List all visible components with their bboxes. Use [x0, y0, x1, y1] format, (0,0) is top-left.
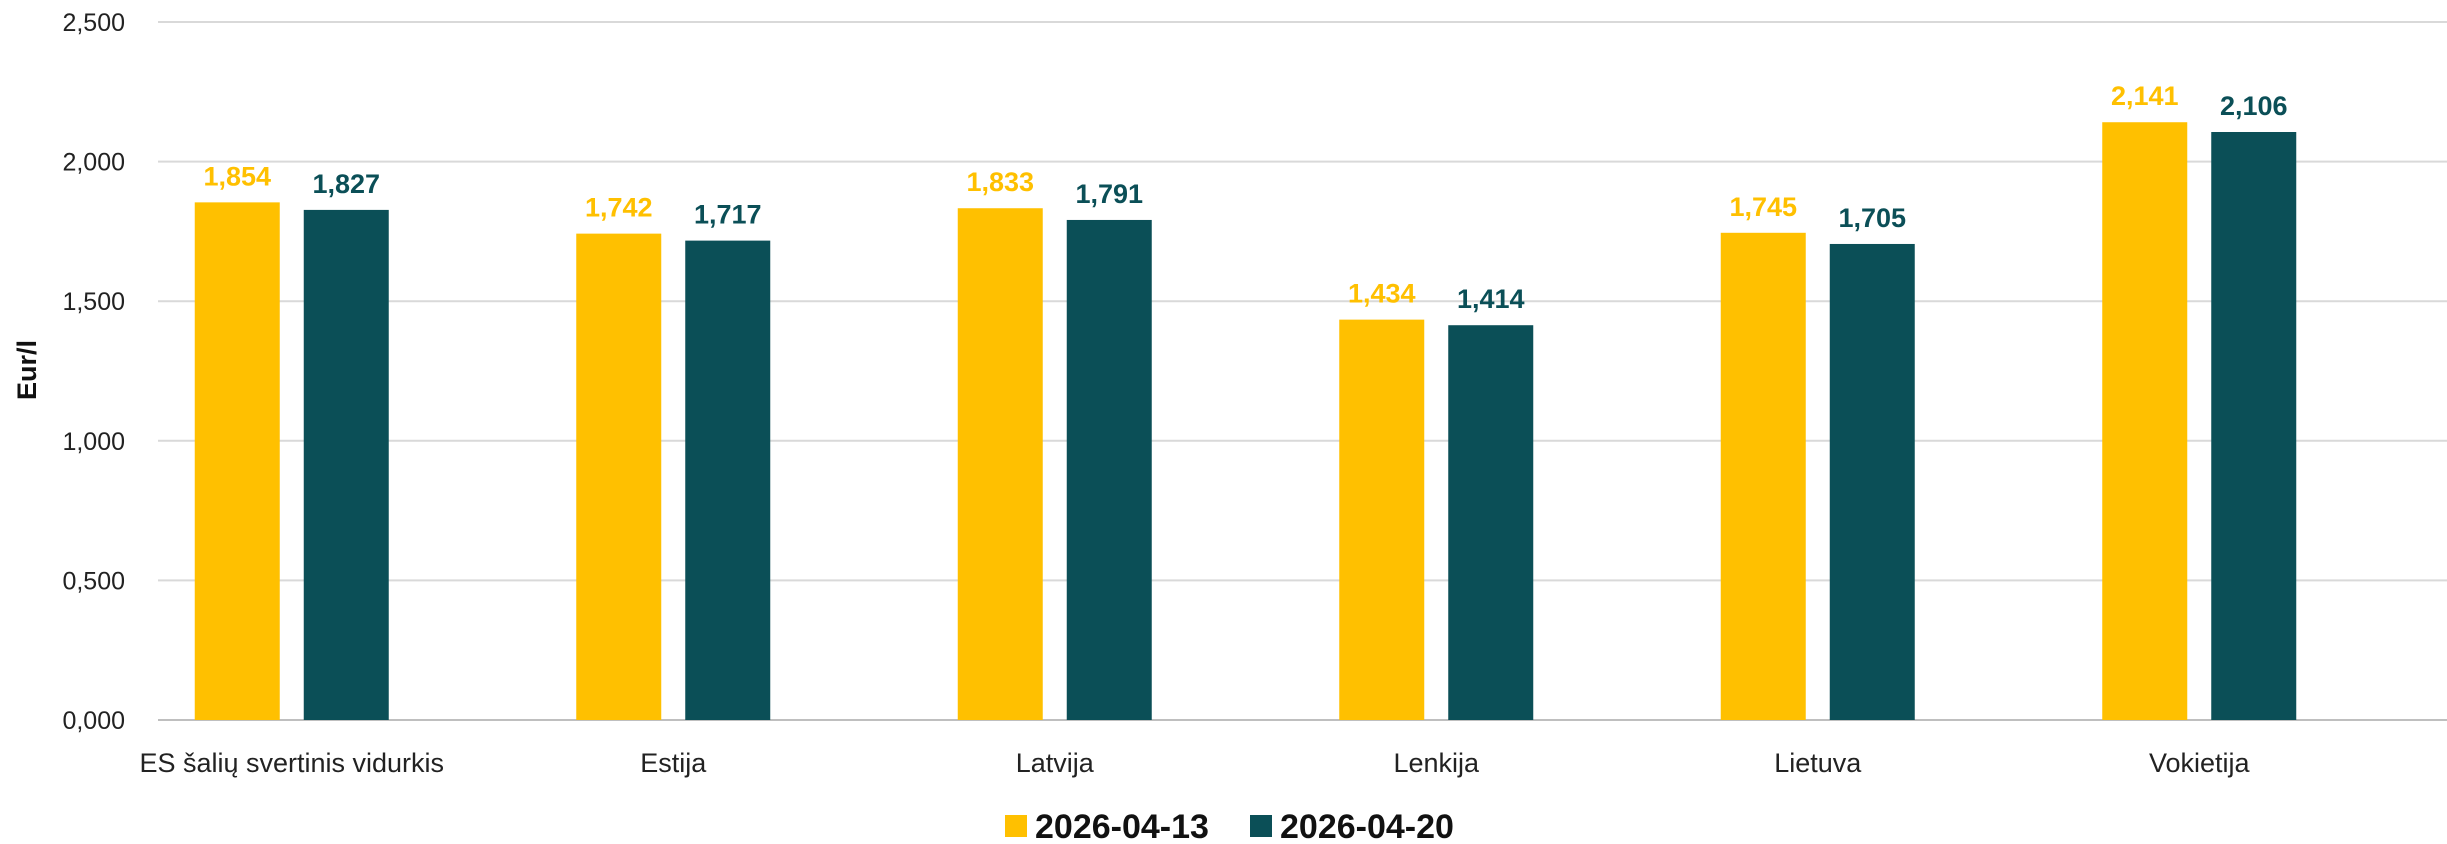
bar-2026-04-13-2: [957, 208, 1043, 721]
x-category-label: ES šalių svertinis vidurkis: [139, 748, 444, 778]
y-tick-label: 1,000: [62, 428, 125, 456]
bar-2026-04-13-3: [1339, 319, 1425, 720]
legend-swatch: [1250, 815, 1272, 837]
bar-2026-04-13-1: [576, 233, 662, 720]
x-category-label: Latvija: [1016, 748, 1095, 778]
x-category-label: Lenkija: [1393, 748, 1480, 778]
data-label: 1,434: [1348, 279, 1416, 309]
bar-2026-04-20-3: [1448, 325, 1534, 720]
data-label: 1,827: [312, 169, 380, 199]
bar-2026-04-13-0: [194, 202, 280, 720]
y-tick-label: 1,500: [62, 288, 125, 316]
data-label: 2,106: [2220, 91, 2288, 121]
bar-2026-04-20-2: [1066, 219, 1152, 720]
data-label: 1,414: [1457, 284, 1525, 314]
gridlines: [158, 21, 2447, 721]
legend-label: 2026-04-20: [1280, 808, 1454, 844]
bar-2026-04-20-1: [685, 240, 771, 721]
y-tick-label: 2,500: [62, 9, 125, 37]
legend: 2026-04-13 2026-04-20: [1005, 808, 1454, 844]
bar-2026-04-20-4: [1829, 243, 1915, 721]
x-axis-categories: ES šalių svertinis vidurkis Estija Latvija…: [139, 748, 2250, 778]
bar-2026-04-13-5: [2102, 122, 2188, 721]
data-label: 1,705: [1838, 203, 1906, 233]
bar-2026-04-13-4: [1720, 232, 1806, 720]
data-label: 1,745: [1729, 192, 1797, 222]
y-tick-label: 2,000: [62, 149, 125, 177]
legend-label: 2026-04-13: [1035, 808, 1209, 844]
x-category-label: Estija: [640, 748, 707, 778]
legend-swatch: [1005, 815, 1027, 837]
data-labels: 1,854 1,827 1,742 1,717 1,833 1,791 1,434 1,414…: [203, 81, 2287, 314]
data-label: 1,791: [1075, 179, 1143, 209]
data-label: 1,854: [203, 161, 271, 191]
data-label: 1,717: [694, 200, 762, 230]
bar-2026-04-20-0: [303, 209, 389, 720]
data-label: 2,141: [2111, 81, 2179, 111]
y-axis-title: Eur/l: [12, 340, 42, 400]
y-tick-label: 0,000: [62, 707, 125, 735]
data-label: 1,833: [966, 167, 1034, 197]
x-category-label: Vokietija: [2149, 748, 2251, 778]
data-label: 1,742: [585, 193, 653, 223]
bar-2026-04-20-5: [2211, 132, 2297, 720]
y-axis-ticks: 0,000 0,500 1,000 1,500 2,000 2,500: [62, 9, 125, 735]
bars: [194, 122, 2297, 721]
x-category-label: Lietuva: [1774, 748, 1862, 778]
y-tick-label: 0,500: [62, 567, 125, 595]
